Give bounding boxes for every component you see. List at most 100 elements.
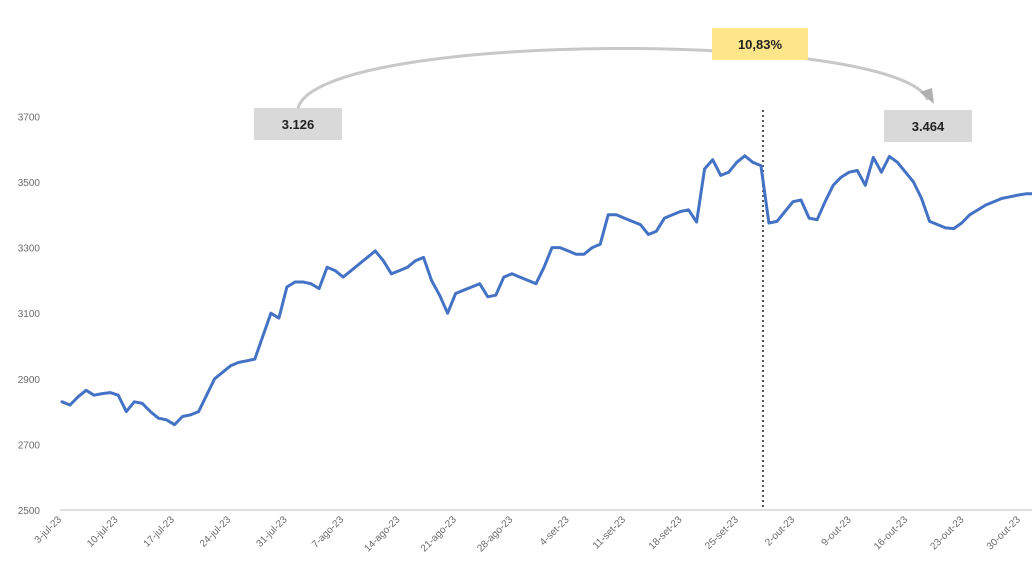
data-point: [743, 154, 746, 157]
data-point: [631, 220, 634, 223]
data-point: [823, 200, 827, 203]
data-point: [984, 203, 987, 207]
data-point: [832, 184, 835, 187]
data-point: [534, 282, 538, 285]
x-tick-label: 2-out-23: [763, 514, 797, 548]
data-point: [181, 415, 184, 418]
data-point: [157, 417, 160, 420]
data-point: [502, 275, 505, 279]
data-point: [149, 410, 152, 413]
data-point: [574, 253, 578, 256]
data-point: [358, 262, 361, 266]
data-point: [92, 394, 96, 397]
data-point: [526, 279, 530, 282]
data-point: [856, 169, 859, 172]
y-tick-label: 3700: [18, 112, 41, 123]
data-point: [462, 289, 465, 292]
data-point: [623, 216, 626, 220]
data-point: [317, 287, 321, 290]
x-tick-label: 24-jul-23: [198, 514, 234, 550]
data-point: [189, 413, 192, 417]
data-point: [679, 210, 682, 213]
data-point: [952, 227, 955, 230]
data-point: [398, 269, 401, 272]
data-point: [510, 272, 514, 275]
data-point: [1016, 193, 1020, 197]
data-point: [325, 266, 329, 269]
data-point: [101, 392, 104, 395]
change-label: 10,83%: [738, 37, 783, 52]
data-point: [478, 282, 481, 285]
data-point: [197, 410, 200, 413]
data-point: [896, 161, 899, 164]
data-point: [221, 371, 224, 374]
data-point: [494, 294, 497, 297]
data-point: [888, 155, 891, 158]
data-point: [582, 253, 586, 256]
data-point: [237, 361, 240, 364]
y-axis: 2500 2700 2900 3100 3300 3500 3700: [18, 112, 41, 517]
data-point: [687, 208, 690, 212]
x-axis: 3-jul-23 10-jul-23 17-jul-23 24-jul-23 31-ju…: [33, 514, 1023, 554]
data-point: [815, 218, 819, 221]
data-point: [430, 279, 433, 282]
arrow-head: [920, 88, 934, 104]
data-point: [719, 174, 722, 177]
data-point: [205, 394, 208, 397]
x-tick-label: 31-jul-23: [254, 514, 290, 550]
data-point: [807, 216, 811, 220]
data-point: [566, 249, 570, 253]
data-point: [663, 216, 666, 220]
data-point: [125, 410, 128, 413]
data-point: [864, 184, 867, 187]
change-label-box: [712, 28, 808, 60]
data-point: [767, 221, 771, 225]
data-point: [229, 364, 232, 367]
x-tick-label: 9-out-23: [820, 514, 854, 548]
data-point: [607, 213, 610, 216]
data-point: [390, 272, 393, 275]
data-point: [711, 158, 714, 161]
data-point: [374, 249, 377, 253]
data-point: [791, 200, 795, 203]
data-point: [558, 246, 562, 249]
y-tick-label: 2900: [18, 375, 41, 386]
data-point: [382, 259, 385, 262]
data-point: [277, 316, 281, 320]
data-point: [960, 221, 963, 225]
y-tick-label: 2500: [18, 506, 41, 517]
data-point: [285, 285, 289, 289]
y-tick-label: 3500: [18, 178, 41, 189]
data-point: [639, 223, 642, 226]
data-point: [68, 403, 72, 407]
data-point: [446, 312, 449, 315]
data-point: [309, 282, 313, 285]
data-point: [848, 171, 851, 174]
x-tick-label: 10-jul-23: [85, 514, 121, 550]
data-point: [936, 223, 939, 226]
x-tick-label: 30-out-23: [985, 514, 1023, 552]
data-point: [928, 220, 931, 223]
data-point: [944, 226, 947, 230]
data-point: [550, 246, 554, 249]
data-point: [1024, 192, 1028, 195]
data-point: [840, 175, 843, 179]
data-point: [518, 275, 522, 279]
data-point: [366, 256, 369, 259]
data-point: [301, 280, 305, 284]
data-point: [342, 275, 345, 279]
data-point: [751, 161, 754, 164]
data-point: [775, 220, 779, 223]
x-tick-label: 21-ago-23: [419, 514, 459, 554]
data-point: [293, 280, 297, 284]
data-point: [647, 233, 650, 236]
x-tick-label: 16-out-23: [872, 514, 910, 552]
y-tick-label: 3300: [18, 244, 41, 255]
y-tick-label: 2700: [18, 440, 41, 451]
data-point: [759, 164, 763, 167]
data-point: [213, 377, 216, 380]
data-point: [920, 197, 923, 200]
x-tick-label: 11-set-23: [591, 514, 628, 551]
data-point: [245, 359, 248, 362]
data-point: [671, 213, 674, 216]
